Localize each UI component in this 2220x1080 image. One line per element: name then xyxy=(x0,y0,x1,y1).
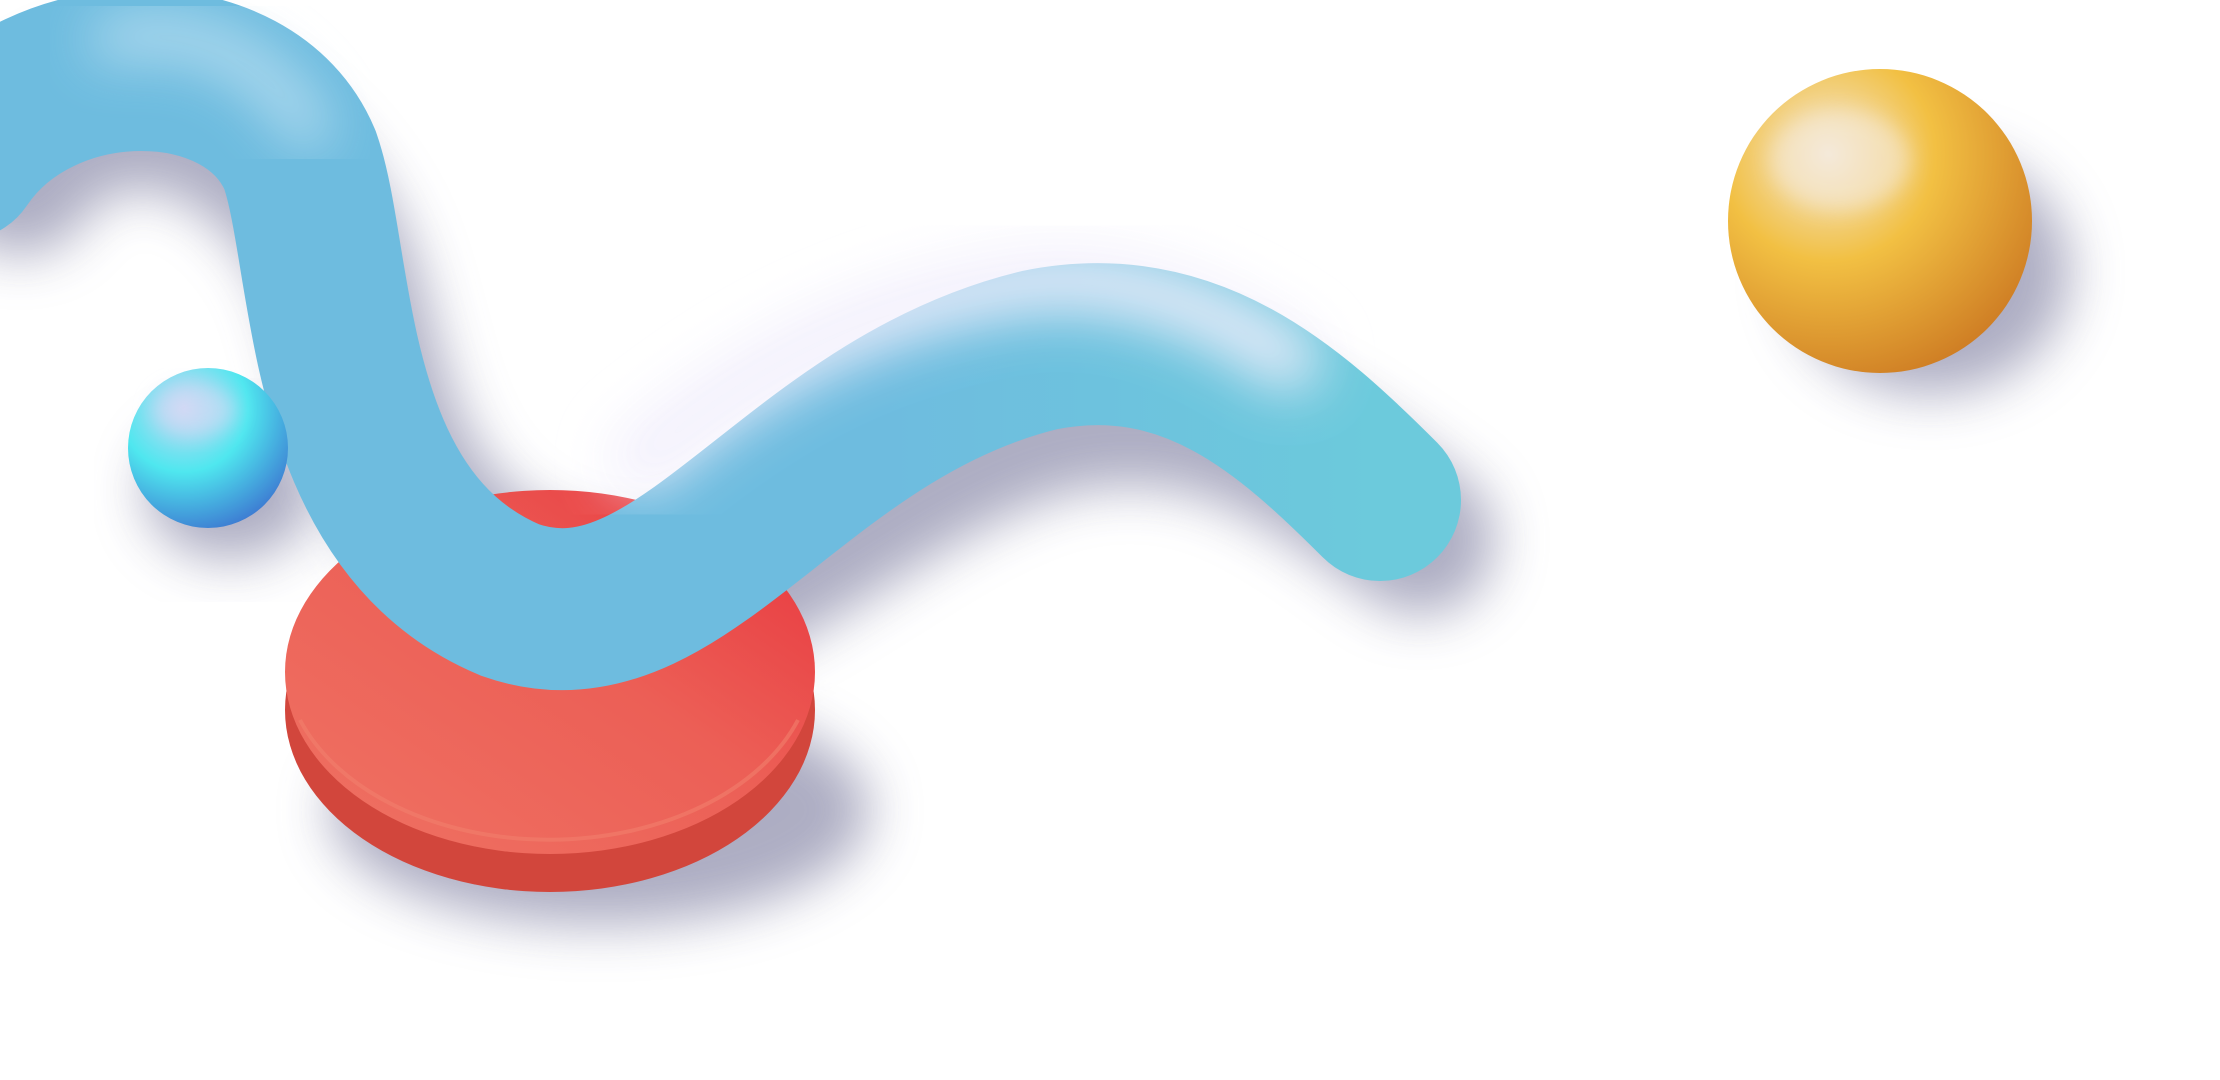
tube-squiggle xyxy=(0,0,1461,691)
cyan-sphere xyxy=(128,368,288,528)
gold-sphere xyxy=(1728,69,2032,373)
